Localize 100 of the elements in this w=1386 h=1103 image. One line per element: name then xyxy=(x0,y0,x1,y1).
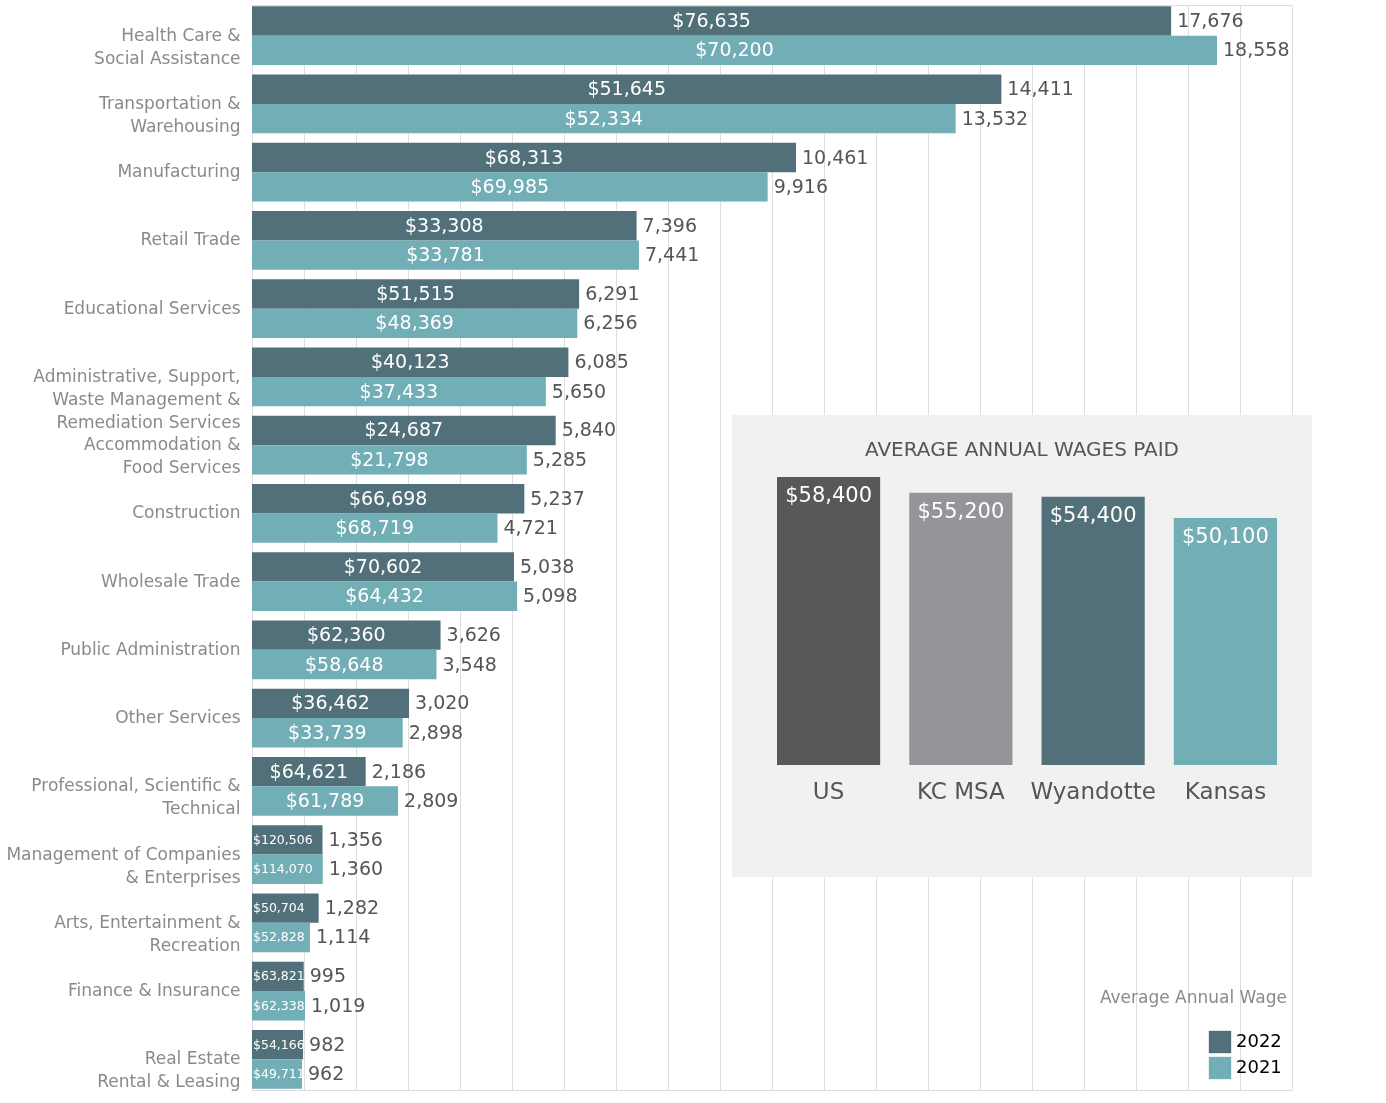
annotation: $37,433 xyxy=(359,379,439,402)
y-tick-label: Wholesale Trade xyxy=(100,570,241,591)
data-label: 5,237 xyxy=(530,486,585,509)
x-tick-label: US xyxy=(812,778,845,804)
data-label: 14,411 xyxy=(1007,77,1074,100)
annotation: $52,334 xyxy=(564,106,644,129)
y-tick-label: Real Estate Rental & Leasing xyxy=(97,1048,241,1092)
annotation: $40,123 xyxy=(370,350,450,373)
data-label: 5,650 xyxy=(551,379,607,402)
data-label: 3,626 xyxy=(446,623,501,646)
annotation: $52,828 xyxy=(253,929,305,945)
bar xyxy=(252,6,1172,36)
y-tick-label: Management of Companies & Enterprises xyxy=(6,843,241,887)
annotation: $62,360 xyxy=(306,623,386,646)
data-label: 7,396 xyxy=(642,213,697,236)
bar xyxy=(252,786,399,816)
y-tick-label: Arts, Entertainment & Recreation xyxy=(54,911,241,955)
bar xyxy=(252,552,514,582)
annotation: $69,985 xyxy=(470,174,550,197)
annotation: $63,821 xyxy=(253,968,305,984)
x-tick-label: Kansas xyxy=(1184,778,1267,804)
annotation: $62,338 xyxy=(253,997,305,1013)
data-label: 6,085 xyxy=(574,350,629,373)
bar xyxy=(252,445,527,475)
data-label: 1,282 xyxy=(324,896,380,919)
data-label: 1,360 xyxy=(328,857,384,880)
data-label: 9,916 xyxy=(773,174,829,197)
bar xyxy=(252,581,518,611)
data-label: 995 xyxy=(309,964,347,987)
data-label: 10,461 xyxy=(801,145,869,168)
y-tick-label: Transportation & Warehousing xyxy=(98,92,241,136)
annotation: Average Annual Wage xyxy=(1099,987,1287,1007)
y-tick-label: Professional, Scientific & Technical xyxy=(31,775,241,819)
data-label: 982 xyxy=(309,1032,346,1055)
bar xyxy=(252,142,796,173)
annotation: $68,313 xyxy=(484,145,564,168)
bar xyxy=(252,513,498,543)
y-tick-label: Finance & Insurance xyxy=(67,980,241,1001)
y-tick-label: Administrative, Support, Waste Management & Remediation Services xyxy=(33,365,241,432)
bar xyxy=(252,376,546,407)
annotation: $50,704 xyxy=(253,900,305,916)
bar xyxy=(252,347,569,377)
annotation: $61,789 xyxy=(285,789,365,812)
annotation: $21,798 xyxy=(350,447,429,470)
data-label: 2,809 xyxy=(404,789,459,812)
data-label: 17,676 xyxy=(1177,9,1244,32)
data-label: 3,548 xyxy=(442,652,497,675)
data-label: 4,721 xyxy=(503,516,558,539)
bar xyxy=(252,172,768,202)
y-tick-label: Manufacturing xyxy=(117,161,241,182)
x-tick-label: KC MSA xyxy=(916,778,1006,804)
bar xyxy=(252,74,1002,104)
x-tick-label: Wyandotte xyxy=(1030,778,1156,804)
data-label: 2,898 xyxy=(408,720,464,743)
bar xyxy=(252,103,956,134)
y-tick-label: Public Administration xyxy=(60,638,241,659)
chart-title: AVERAGE ANNUAL WAGES PAID xyxy=(864,437,1180,461)
data-label: 5,285 xyxy=(532,447,588,470)
data-label: 7,441 xyxy=(644,243,700,266)
annotation: $33,739 xyxy=(288,720,367,743)
annotation: $68,719 xyxy=(335,516,415,539)
bar xyxy=(252,279,580,309)
data-label: 13,532 xyxy=(961,106,1029,129)
data-label: 18,558 xyxy=(1223,38,1290,61)
annotation: $24,687 xyxy=(364,418,444,441)
data-label: 5,098 xyxy=(523,584,578,607)
data-label: 1,019 xyxy=(310,993,366,1016)
annotation: $66,698 xyxy=(348,486,428,509)
annotation: $49,711 xyxy=(253,1065,305,1081)
legend-label: 2021 xyxy=(1236,1056,1282,1077)
bar xyxy=(252,415,556,446)
bar xyxy=(252,893,319,923)
data-label: 3,020 xyxy=(415,691,470,714)
data-label: 962 xyxy=(308,1061,345,1084)
annotation: $51,515 xyxy=(376,281,455,304)
annotation: $70,200 xyxy=(695,38,774,61)
y-tick-label: Other Services xyxy=(115,707,241,728)
y-tick-label: Construction xyxy=(132,502,241,523)
annotation: $76,635 xyxy=(672,9,751,32)
bar xyxy=(252,308,578,339)
data-label: $58,400 xyxy=(785,483,873,507)
annotation: $51,645 xyxy=(587,77,666,100)
data-label: $55,200 xyxy=(917,498,1005,523)
data-label: 1,114 xyxy=(315,925,371,948)
annotation: $33,308 xyxy=(405,213,484,236)
data-label: 6,256 xyxy=(583,311,638,334)
data-label: $54,400 xyxy=(1049,502,1137,527)
y-tick-label: Accommodation & Food Services xyxy=(84,434,241,478)
bar xyxy=(252,211,637,241)
data-label: $50,100 xyxy=(1181,523,1269,548)
legend-label: 2022 xyxy=(1236,1030,1282,1051)
annotation: $33,781 xyxy=(406,243,485,266)
data-label: 5,038 xyxy=(519,554,575,577)
y-tick-label: Retail Trade xyxy=(140,229,241,250)
annotation: $70,602 xyxy=(343,554,423,577)
annotation: $120,506 xyxy=(253,831,313,847)
bar xyxy=(252,240,639,270)
y-tick-label: Educational Services xyxy=(63,297,241,318)
annotation: $114,070 xyxy=(253,861,313,877)
data-label: 6,291 xyxy=(585,281,640,304)
